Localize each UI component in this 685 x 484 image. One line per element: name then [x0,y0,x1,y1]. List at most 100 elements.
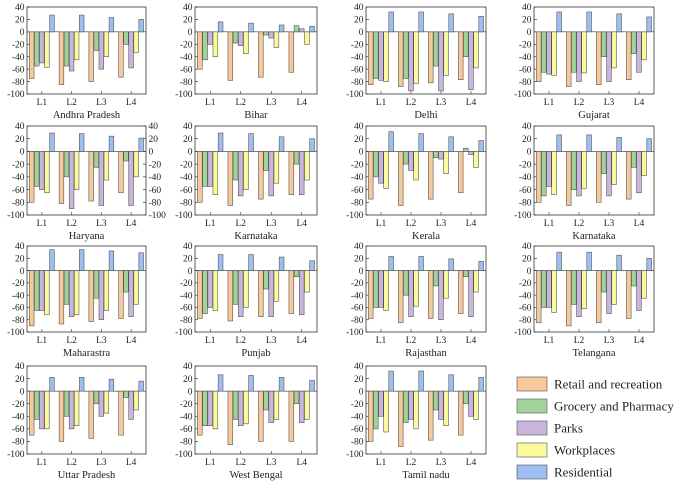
bar-grocery-and-pharmacy-L1 [202,151,208,187]
bar-workplaces-L3 [103,270,110,311]
y-tick-label: -20 [12,40,25,50]
bar-parks-L4 [468,31,474,90]
bar-residential-L2 [79,249,85,271]
bar-residential-L4 [309,380,315,392]
bar-residential-L4 [478,377,484,392]
y-tick-label: -20 [519,160,532,170]
bar-grocery-and-pharmacy-L2 [232,390,239,420]
bar-parks-L1 [207,390,213,427]
y-tick-label: -100 [7,328,25,338]
bar-residential-L4 [478,16,484,33]
x-tick-label: L3 [266,98,277,108]
bar-residential-L2 [79,377,85,392]
bar-parks-L1 [546,151,552,187]
bar-workplaces-L2 [581,151,587,189]
bar-retail-and-recreation-L3 [596,151,602,203]
bar-workplaces-L2 [581,31,587,74]
bar-parks-L1 [546,31,552,75]
y-tick-label: -100 [7,90,25,100]
bar-workplaces-L4 [641,31,647,61]
bar-workplaces-L1 [212,151,219,195]
panel-frame [365,125,487,216]
y-tick-label: 0 [20,28,25,38]
y-tick-label: -40 [12,53,25,63]
x-tick-label: L3 [436,336,447,346]
bar-retail-and-recreation-L4 [626,270,632,319]
y-tick-label: -20 [519,40,532,50]
bar-retail-and-recreation-L3 [88,390,94,439]
y-tick-label: -60 [519,304,532,314]
panel-title: Delhi [414,110,437,121]
x-tick-label: L4 [126,98,137,108]
bar-retail-and-recreation-L2 [227,390,234,445]
bar-retail-and-recreation-L4 [118,270,124,319]
bar-grocery-and-pharmacy-L2 [232,31,239,44]
bar-parks-L3 [98,390,104,417]
bar-parks-L3 [438,270,444,321]
panel-title: Tamil nadu [402,470,450,481]
y-tick-label: 20 [354,254,364,264]
bar-retail-and-recreation-L1 [368,31,374,85]
x-tick-label: L3 [604,336,615,346]
bar-grocery-and-pharmacy-L2 [232,270,239,305]
x-tick-label: L4 [466,336,477,346]
y-tick-label: 20 [183,375,193,385]
bar-workplaces-L2 [74,390,80,427]
y-tick-label: -60 [351,425,364,435]
y-tick-label: 0 [359,387,364,397]
bar-residential-L4 [138,19,144,33]
bar-parks-L2 [408,270,414,317]
bar-workplaces-L2 [413,270,419,307]
y-tick-label: -100 [346,450,364,460]
bar-residential-L2 [418,256,424,271]
y-tick-label: -100 [346,328,364,338]
bar-workplaces-L3 [273,270,280,302]
y-tick-label: -100 [514,211,532,221]
panel-karnataka-7: -100 -80 -60 -40 -20 0 20 40 L1 L2 L3 L4 Karnataka [514,122,655,242]
y-tick-label: -60 [519,65,532,75]
y-tick-label: 40 [183,362,193,372]
bar-retail-and-recreation-L4 [118,390,124,436]
bar-retail-and-recreation-L1 [29,151,35,203]
bar-parks-L4 [128,270,134,317]
bar-parks-L2 [68,31,75,72]
panel-frame [194,125,318,216]
y-tick-label: 40 [354,3,364,13]
panel-frame [26,125,147,216]
y-tick-label: -100 [346,211,364,221]
bar-grocery-and-pharmacy-L2 [571,151,577,190]
y-tick-label: 0 [20,387,25,397]
bar-residential-L2 [248,133,254,152]
bar-workplaces-L2 [243,270,249,308]
panel-title: Uttar Pradesh [58,470,116,481]
panels: -100 -80 -60 -40 -20 0 20 40 L1 L2 L3 L4 Andhra Prad… [7,3,655,481]
legend-swatch-parks [516,420,548,436]
bar-parks-L1 [378,270,384,308]
x-tick-label: L3 [436,98,447,108]
bar-workplaces-L4 [304,270,310,293]
panel-frame [194,6,318,95]
bar-parks-L3 [98,270,104,321]
y-tick-label: 0 [188,387,193,397]
y-tick-label: -80 [351,78,364,88]
y-tick-label: 0 [359,148,364,158]
bar-residential-L2 [418,11,424,33]
bar-workplaces-L2 [413,151,419,181]
y-tick-label: -40 [351,53,364,63]
panel-west-bengal-13: -100 -80 -60 -40 -20 0 20 40 L1 L2 L3 L4 West Bengal [175,362,318,481]
x-tick-label: L1 [37,219,48,229]
y-tick-label: -80 [12,316,25,326]
bar-grocery-and-pharmacy-L3 [93,151,99,168]
bar-grocery-and-pharmacy-L1 [34,390,40,420]
y-tick-label: -40 [180,412,193,422]
bar-retail-and-recreation-L4 [458,31,464,81]
y-tick-label: -80 [180,316,193,326]
y-tick-label: -40 [519,173,532,183]
bar-parks-L2 [68,270,75,317]
bar-residential-L4 [478,261,484,271]
bar-parks-L1 [207,270,213,308]
panel-title: Karnataka [234,231,277,242]
bar-grocery-and-pharmacy-L3 [433,151,439,159]
bar-workplaces-L4 [304,390,310,420]
bar-workplaces-L1 [551,31,557,76]
